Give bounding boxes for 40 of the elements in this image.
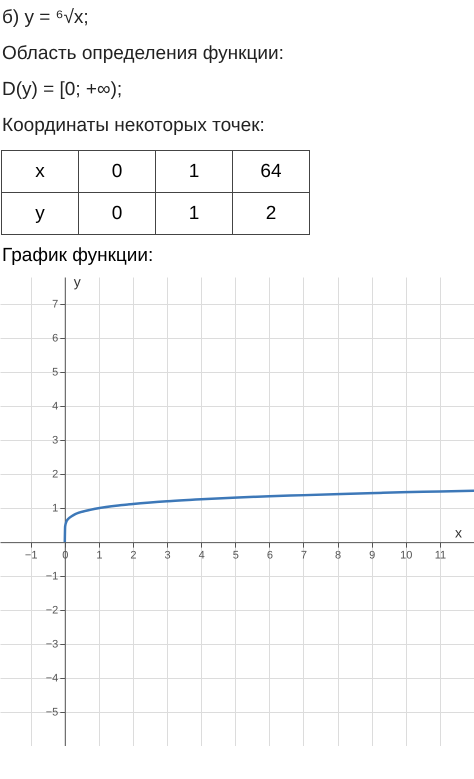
text: x [2,150,78,192]
line-series [64,490,474,544]
y-tick-label: −5 [46,706,58,719]
x-tick-label: 4 [198,550,205,562]
text: 1 [156,150,232,192]
x-tick-label: 2 [130,550,137,562]
chart-title: График функции: [2,245,154,266]
y-tick-label: 4 [52,400,58,413]
text: 1 [156,192,232,234]
text: D(y) = [0; +∞); [1,78,124,102]
x-tick-label: 7 [300,550,308,562]
text: y [2,192,78,234]
x-tick-label: 11 [434,550,446,562]
y-axis-title: y [74,274,81,290]
x-axis-title: x [455,524,462,541]
text: б) y = ⁶√x; [1,6,90,30]
x-tick-label: 5 [232,550,239,562]
text: 64 [232,150,310,192]
text: Область определения функции: [1,42,285,66]
y-tick-label: 2 [52,468,58,481]
y-tick-label: 7 [52,298,58,311]
text: 0 [78,150,156,192]
x-tick-label: −1 [24,550,38,562]
text: Координаты некоторых точек: [1,114,266,138]
y-tick-label: 1 [52,502,58,515]
y-tick-label: −3 [46,638,58,651]
y-tick-label: −4 [46,672,58,685]
text: 0 [78,192,156,234]
x-tick-label: 3 [164,550,171,562]
text: 2 [232,192,310,234]
y-tick-label: 6 [52,332,58,345]
x-tick-label: 9 [369,550,376,562]
x-tick-label: 10 [400,550,412,562]
y-tick-label: 5 [52,366,58,379]
y-tick-label: −2 [46,604,58,617]
x-tick-label: 6 [266,550,273,562]
x-tick-label: 1 [96,550,102,562]
x-tick-label: 8 [335,550,342,562]
y-tick-label: −1 [46,570,58,583]
y-tick-label: 3 [52,434,58,447]
